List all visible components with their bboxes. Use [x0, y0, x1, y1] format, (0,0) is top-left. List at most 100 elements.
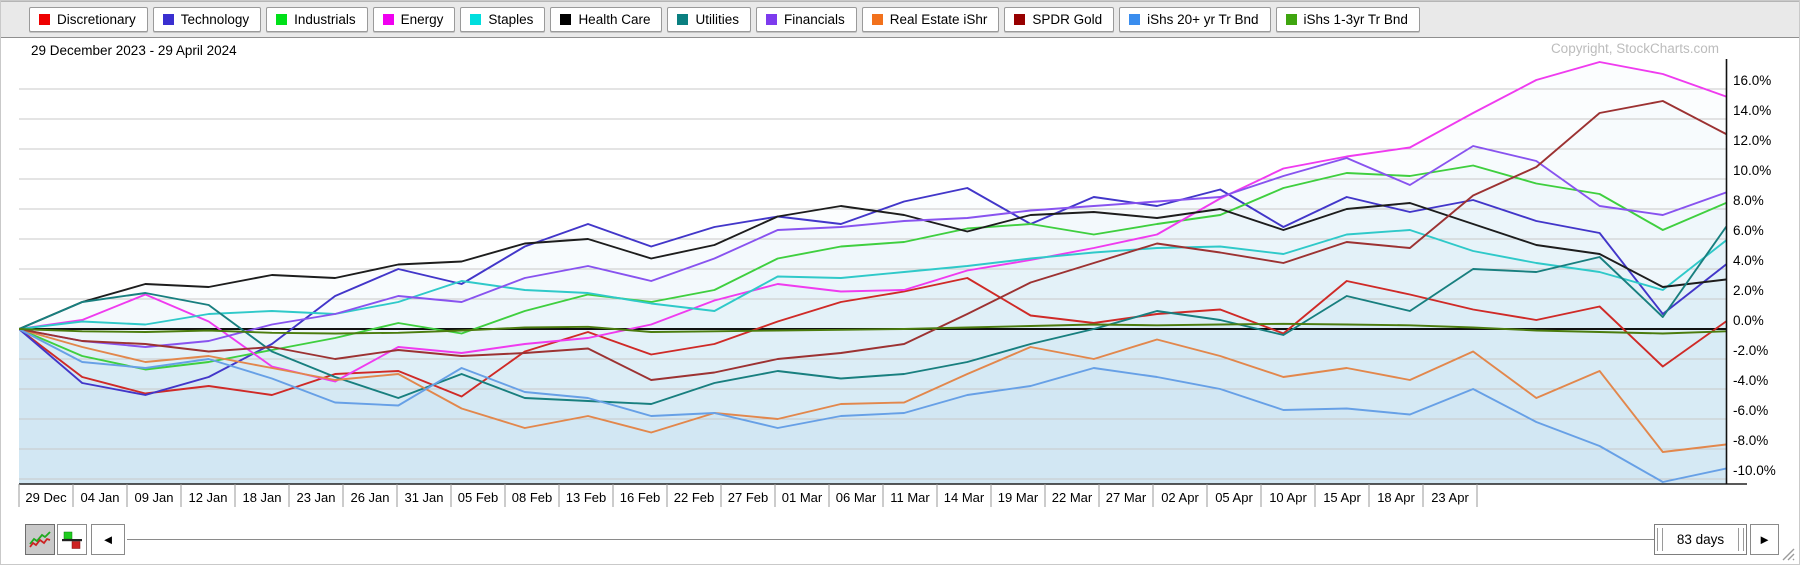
legend-label: Real Estate iShr	[889, 12, 988, 27]
series-color-swatch-icon	[560, 14, 572, 25]
series-color-swatch-icon	[382, 14, 394, 25]
y-axis-tick-label: -4.0%	[1733, 373, 1768, 388]
x-axis-tick-label: 08 Feb	[512, 490, 552, 505]
series-color-swatch-icon	[1014, 14, 1026, 25]
line-mode-button[interactable]	[25, 524, 55, 555]
series-line-industrials	[19, 164, 1726, 371]
legend-toggle-industrials[interactable]: Industrials	[266, 7, 368, 32]
x-axis-tick-label: 05 Apr	[1215, 490, 1253, 505]
legend-label: Discretionary	[57, 12, 136, 27]
series-area-fills	[19, 62, 1726, 484]
series-line-real-estate-ishr	[19, 328, 1726, 453]
legend-label: iShs 20+ yr Tr Bnd	[1147, 12, 1259, 27]
y-axis-tick-label: 4.0%	[1733, 253, 1764, 268]
series-color-swatch-icon	[162, 14, 174, 25]
x-axis-tick-label: 19 Mar	[998, 490, 1039, 505]
x-axis-tick-label: 29 Dec	[25, 490, 67, 505]
histogram-icon	[62, 531, 82, 549]
legend-label: Financials	[784, 12, 845, 27]
legend-toggle-real-estate-ishr[interactable]: Real Estate iShr	[861, 7, 1000, 32]
visible-range-label: 83 days	[1676, 532, 1725, 547]
legend-toggle-energy[interactable]: Energy	[372, 7, 456, 32]
y-axis-tick-label: -8.0%	[1733, 433, 1768, 448]
x-axis-tick-label: 26 Jan	[350, 490, 389, 505]
resize-grip-icon[interactable]	[1779, 545, 1795, 561]
legend-label: Technology	[180, 12, 250, 27]
legend-bar: Discretionary Technology Industrials Ene…	[1, 1, 1799, 38]
legend-toggle-utilities[interactable]: Utilities	[667, 7, 751, 32]
x-axis-tick-label: 09 Jan	[134, 490, 173, 505]
x-axis-tick-label: 05 Feb	[458, 490, 498, 505]
arrow-right-icon: ►	[1758, 532, 1771, 547]
legend-items: Discretionary Technology Industrials Ene…	[29, 7, 1420, 32]
x-axis-tick-label: 27 Feb	[728, 490, 768, 505]
x-axis-tick-label: 27 Mar	[1106, 490, 1147, 505]
y-axis-tick-label: 2.0%	[1733, 283, 1764, 298]
legend-label: Industrials	[294, 12, 356, 27]
series-color-swatch-icon	[276, 14, 288, 25]
series-line-health-care	[19, 202, 1726, 330]
series-lines	[19, 61, 1726, 483]
x-axis-tick-label: 02 Apr	[1161, 490, 1199, 505]
legend-toggle-ishs-1-3yr-tr-bnd[interactable]: iShs 1-3yr Tr Bnd	[1275, 7, 1420, 32]
series-color-swatch-icon	[871, 14, 883, 25]
series-line-spdr-gold	[19, 100, 1726, 381]
series-line-ishs-1-3yr-tr-bnd	[19, 322, 1726, 335]
legend-toggle-discretionary[interactable]: Discretionary	[29, 7, 148, 32]
scroll-right-button[interactable]: ►	[1750, 524, 1779, 555]
legend-toggle-staples[interactable]: Staples	[460, 7, 546, 32]
y-axis-tick-label: 16.0%	[1733, 73, 1771, 88]
x-axis-tick-label: 01 Mar	[782, 490, 823, 505]
series-line-ishs-20-yr-tr-bnd	[19, 328, 1726, 483]
series-line-utilities	[19, 226, 1726, 405]
series-color-swatch-icon	[1285, 14, 1297, 25]
series-color-swatch-icon	[470, 14, 482, 25]
x-axis-tick-label: 10 Apr	[1269, 490, 1307, 505]
x-axis-tick-label: 12 Jan	[188, 490, 227, 505]
scroll-left-button[interactable]: ◄	[91, 524, 125, 555]
x-axis-tick-label: 23 Jan	[296, 490, 335, 505]
x-axis-tick-label: 15 Apr	[1323, 490, 1361, 505]
x-axis-tick-label: 18 Jan	[242, 490, 281, 505]
chart-date-range: 29 December 2023 - 29 April 2024	[31, 43, 237, 58]
histogram-mode-button[interactable]	[57, 524, 87, 555]
x-axis-tick-label: 23 Apr	[1431, 490, 1469, 505]
legend-label: SPDR Gold	[1032, 12, 1103, 27]
x-axis-tick-label: 18 Apr	[1377, 490, 1415, 505]
x-axis-tick-label: 16 Feb	[620, 490, 660, 505]
x-axis-tick-label: 04 Jan	[80, 490, 119, 505]
y-axis-tick-label: 14.0%	[1733, 103, 1771, 118]
date-range-slider-thumb[interactable]: 83 days	[1654, 524, 1747, 555]
legend-toggle-health-care[interactable]: Health Care	[550, 7, 663, 32]
y-axis-tick-label: 6.0%	[1733, 223, 1764, 238]
y-axis-tick-label: 12.0%	[1733, 133, 1771, 148]
legend-toggle-technology[interactable]: Technology	[152, 7, 262, 32]
y-axis-tick-label: -10.0%	[1733, 463, 1776, 478]
x-axis-tick-label: 06 Mar	[836, 490, 877, 505]
date-range-slider-track[interactable]	[127, 539, 1654, 540]
x-axis-tick-label: 11 Mar	[890, 490, 930, 505]
y-axis-tick-label: 0.0%	[1733, 313, 1764, 328]
series-line-discretionary	[19, 277, 1726, 398]
legend-label: Staples	[488, 12, 534, 27]
legend-toggle-ishs-20-yr-tr-bnd[interactable]: iShs 20+ yr Tr Bnd	[1119, 7, 1271, 32]
copyright-note: Copyright, StockCharts.com	[1550, 41, 1719, 56]
y-axis-tick-label: -2.0%	[1733, 343, 1768, 358]
legend-label: iShs 1-3yr Tr Bnd	[1303, 12, 1408, 27]
x-axis-tick-label: 14 Mar	[944, 490, 985, 505]
series-color-swatch-icon	[677, 14, 689, 25]
legend-toggle-spdr-gold[interactable]: SPDR Gold	[1004, 7, 1115, 32]
x-axis-tick-label: 13 Feb	[566, 490, 606, 505]
legend-label: Utilities	[695, 12, 739, 27]
x-axis-tick-label: 31 Jan	[404, 490, 443, 505]
series-line-financials	[19, 145, 1726, 348]
legend-toggle-financials[interactable]: Financials	[756, 7, 857, 32]
x-axis-tick-label: 22 Feb	[674, 490, 714, 505]
series-line-staples	[19, 229, 1726, 330]
series-color-swatch-icon	[766, 14, 777, 25]
series-color-swatch-icon	[39, 14, 50, 25]
y-axis-tick-label: -6.0%	[1733, 403, 1768, 418]
legend-label: Health Care	[578, 12, 651, 27]
gridlines: 16.0% 14.0% 12.0% 10.0% 8.0% 6.0% 4.0% 2.0% 0.0%…	[19, 73, 1776, 480]
